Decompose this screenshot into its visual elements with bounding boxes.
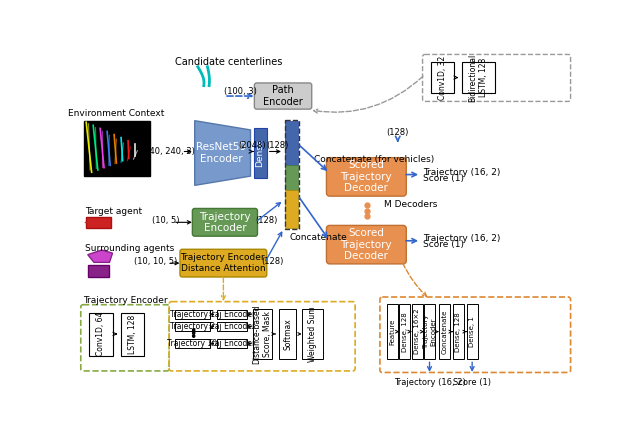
Text: Trajectory 2: Trajectory 2 xyxy=(170,322,215,331)
FancyBboxPatch shape xyxy=(254,83,312,109)
Text: Target agent: Target agent xyxy=(85,207,143,216)
Text: •: • xyxy=(189,328,196,341)
Text: Dense: Dense xyxy=(255,139,264,167)
Text: Score (1): Score (1) xyxy=(453,378,491,387)
Bar xyxy=(84,121,150,176)
Bar xyxy=(88,265,109,277)
Bar xyxy=(285,165,298,190)
Bar xyxy=(217,340,246,348)
Text: Trajectory (16, 2): Trajectory (16, 2) xyxy=(423,168,500,177)
Bar xyxy=(90,313,113,355)
Bar xyxy=(303,309,323,359)
Text: Dense, 128: Dense, 128 xyxy=(402,312,408,351)
Bar xyxy=(462,62,495,93)
Text: Trajectory 1: Trajectory 1 xyxy=(170,310,215,319)
Bar xyxy=(285,121,298,165)
Text: Feature: Feature xyxy=(389,318,396,345)
Text: Trajectory Encoder,
Distance Attention: Trajectory Encoder, Distance Attention xyxy=(180,254,267,273)
Bar xyxy=(285,120,298,229)
Bar xyxy=(253,127,267,178)
Text: Bidirectional
LSTM, 128: Bidirectional LSTM, 128 xyxy=(468,53,488,102)
FancyBboxPatch shape xyxy=(326,157,406,196)
Text: (128): (128) xyxy=(266,141,289,150)
Text: Dense, 128: Dense, 128 xyxy=(455,312,461,351)
Text: Candidate centerlines: Candidate centerlines xyxy=(175,57,282,67)
Text: Environment Context: Environment Context xyxy=(68,108,164,118)
Text: (128): (128) xyxy=(261,257,284,266)
Text: Conv1D, 64: Conv1D, 64 xyxy=(97,312,106,356)
Bar xyxy=(424,304,435,359)
Text: Concatenate: Concatenate xyxy=(289,233,347,242)
Text: (128): (128) xyxy=(387,128,409,137)
Text: (128): (128) xyxy=(255,216,277,225)
Polygon shape xyxy=(88,250,113,262)
Text: Traj Encoder: Traj Encoder xyxy=(208,339,255,348)
Text: Traj Encoder: Traj Encoder xyxy=(208,322,255,331)
Text: •: • xyxy=(189,331,196,344)
Text: Surrounding agents: Surrounding agents xyxy=(85,244,175,253)
Text: Trajectory
Encoder: Trajectory Encoder xyxy=(199,212,251,233)
Text: M Decoders: M Decoders xyxy=(384,200,437,209)
Text: ResNet50
Encoder: ResNet50 Encoder xyxy=(196,142,246,164)
Text: (2048): (2048) xyxy=(238,141,266,150)
Bar xyxy=(467,304,477,359)
Text: Trajectory 10: Trajectory 10 xyxy=(168,339,218,348)
Bar xyxy=(439,304,450,359)
Bar xyxy=(217,322,246,331)
Text: (100, 3): (100, 3) xyxy=(224,87,257,96)
Bar xyxy=(387,304,397,359)
Text: Trajectory Encoder: Trajectory Encoder xyxy=(83,296,167,305)
Bar xyxy=(399,304,410,359)
Bar xyxy=(175,340,210,348)
Bar xyxy=(412,304,422,359)
Text: Distance-based
Score, Mask: Distance-based Score, Mask xyxy=(252,304,272,364)
FancyBboxPatch shape xyxy=(193,209,257,236)
FancyBboxPatch shape xyxy=(180,249,267,277)
Text: Traj Encoder: Traj Encoder xyxy=(208,310,255,319)
Bar xyxy=(431,62,454,93)
Bar xyxy=(86,217,111,228)
Text: Score (1): Score (1) xyxy=(423,240,465,249)
Text: •: • xyxy=(189,325,196,338)
Bar xyxy=(452,304,463,359)
Text: (10, 10, 5): (10, 10, 5) xyxy=(134,257,177,266)
Text: Path
Encoder: Path Encoder xyxy=(263,85,303,107)
Text: Dense, 1: Dense, 1 xyxy=(469,316,475,347)
Text: Trajectory (16, 2): Trajectory (16, 2) xyxy=(394,378,465,387)
Text: Trajectory (16, 2): Trajectory (16, 2) xyxy=(423,234,500,243)
Polygon shape xyxy=(195,121,250,185)
Text: Softmax: Softmax xyxy=(284,318,292,350)
Text: Dense, 16×2: Dense, 16×2 xyxy=(414,309,420,355)
Bar xyxy=(121,313,145,355)
Text: Scored
Trajectory
Decoder: Scored Trajectory Decoder xyxy=(340,160,392,194)
Bar xyxy=(175,322,210,331)
Bar xyxy=(253,309,272,359)
Text: Weighted Sum: Weighted Sum xyxy=(308,306,317,362)
FancyBboxPatch shape xyxy=(326,225,406,264)
Bar xyxy=(175,310,210,318)
Text: (240, 240, 3): (240, 240, 3) xyxy=(141,147,195,156)
Text: Trajectory
Encoder: Trajectory Encoder xyxy=(423,314,436,349)
Text: Scored
Trajectory
Decoder: Scored Trajectory Decoder xyxy=(340,228,392,261)
Text: Score (1): Score (1) xyxy=(423,174,465,183)
Text: (10, 5): (10, 5) xyxy=(152,216,179,225)
Text: Conv1D, 32: Conv1D, 32 xyxy=(438,56,447,100)
Text: Concatenate: Concatenate xyxy=(441,310,447,354)
Bar xyxy=(285,190,298,228)
Bar xyxy=(279,309,296,359)
Bar xyxy=(217,310,246,318)
Text: LSTM, 128: LSTM, 128 xyxy=(128,314,137,354)
Text: Concatenate (for vehicles): Concatenate (for vehicles) xyxy=(314,154,435,164)
